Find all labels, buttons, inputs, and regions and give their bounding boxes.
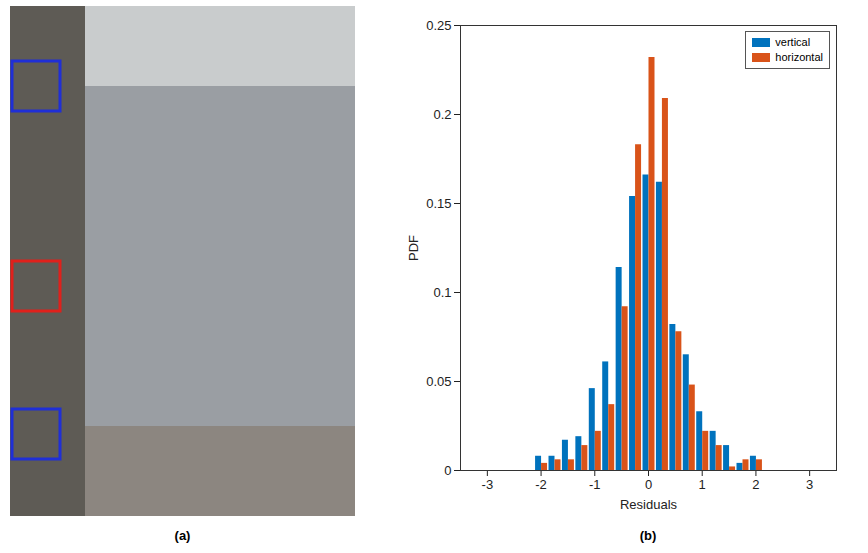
svg-text:0.2: 0.2 <box>433 107 451 122</box>
svg-text:0.05: 0.05 <box>426 374 451 389</box>
svg-text:Residuals: Residuals <box>620 497 678 512</box>
html-text:(a): (a) <box>174 528 191 543</box>
svg-text:1: 1 <box>699 477 706 492</box>
html-text:(b): (b) <box>639 528 657 543</box>
html-text:vertical: vertical <box>775 36 811 48</box>
svg-text:0.15: 0.15 <box>426 196 451 211</box>
svg-text:2: 2 <box>752 477 759 492</box>
svg-text:PDF: PDF <box>406 235 421 261</box>
svg-text:0.1: 0.1 <box>433 285 451 300</box>
svg-text:3: 3 <box>806 477 813 492</box>
svg-text:0: 0 <box>444 463 451 478</box>
svg-text:-2: -2 <box>535 477 547 492</box>
svg-text:0: 0 <box>645 477 652 492</box>
svg-text:-1: -1 <box>589 477 601 492</box>
svg-text:-3: -3 <box>482 477 494 492</box>
svg-text:0.25: 0.25 <box>426 18 451 33</box>
html-text:horizontal: horizontal <box>775 51 823 63</box>
